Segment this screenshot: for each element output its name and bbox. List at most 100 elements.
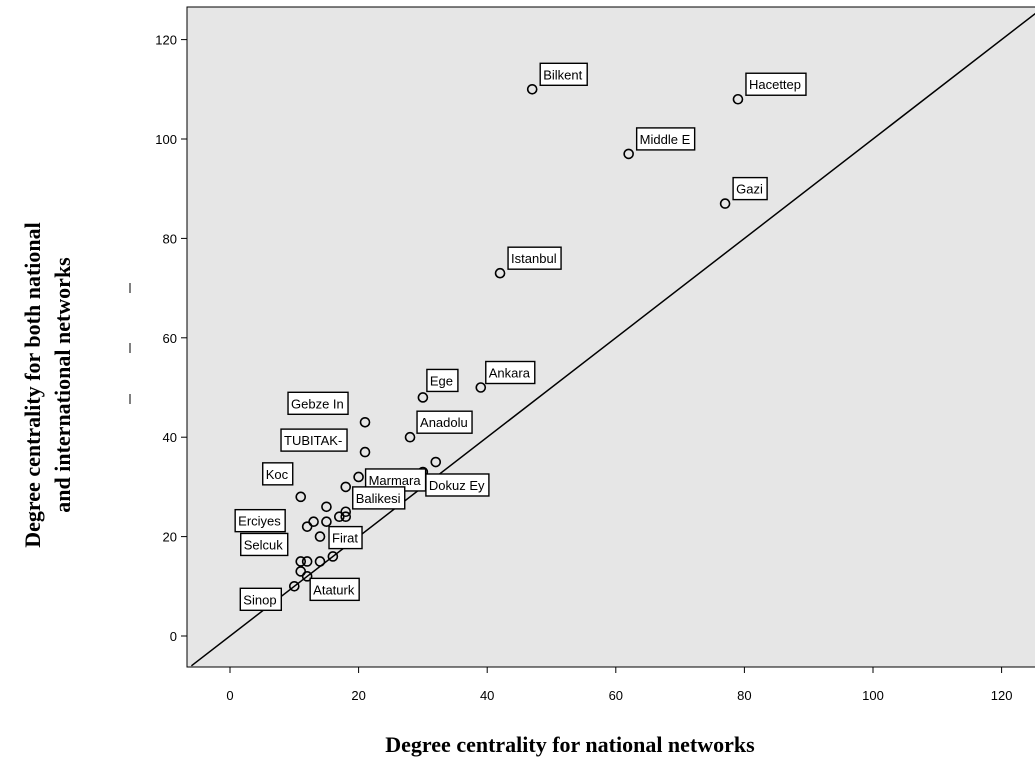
point-label-box [328,525,363,550]
point-label: Dokuz Ey [425,473,490,497]
point-label-text: TUBITAK- [284,433,342,448]
data-point [623,148,634,160]
point-label: Anadolu [416,410,473,434]
point-label-box [262,462,294,486]
point-label-box [635,127,696,151]
point-label-text: Dokuz Ey [429,478,485,493]
point-label-box [507,246,562,270]
y-axis-title-line-2: and international networks [50,257,75,513]
point-label: Ankara [485,360,536,385]
point-label-text: Middle E [640,132,691,147]
data-point [526,84,538,95]
data-point [340,481,352,493]
point-label-box [416,410,473,434]
data-point [301,556,313,567]
data-point [295,491,307,503]
point-label: TUBITAK- [280,428,348,452]
point-label: Erciyes [234,508,286,533]
data-point [359,446,371,458]
x-tick-label: 80 [737,688,751,703]
data-point [301,571,313,582]
data-point [295,556,307,567]
point-label-box [240,532,289,557]
x-axis-title: Degree centrality for national networks [385,732,755,757]
point-label-box [425,473,490,497]
point-label-box [732,176,768,201]
point-label: Gazi [732,176,768,201]
point-label-text: Balikesi [356,491,401,506]
data-point [430,456,442,468]
data-point [334,511,345,523]
point-label-box [352,486,406,510]
point-label-box [485,360,536,385]
point-label: Bilkent [539,62,588,86]
point-label-box [426,368,459,393]
reference-line [190,12,1035,667]
y-tick-label: 20 [163,530,177,545]
point-label-text: Hacettep [749,77,801,92]
data-point [417,392,429,403]
x-tick-label: 60 [609,688,623,703]
x-tick-label: 0 [226,688,233,703]
plot-area [186,6,1035,668]
x-tick-label: 40 [480,688,494,703]
point-label-text: Firat [332,531,358,546]
point-label-text: Ege [430,373,453,388]
point-labels: Bilkent Hacettep Middle E Gazi Istanbul Ankar… [234,62,807,611]
point-label-text: Bilkent [543,67,582,82]
point-label: Marmara [364,468,427,492]
data-point [340,506,352,518]
y-tick-label: 100 [155,132,177,147]
data-point [719,198,731,209]
x-axis: 0 20 40 60 80 100 120 [226,667,1012,703]
point-label: Koc [262,462,294,486]
point-label: Hacettep [745,72,807,96]
data-point [288,580,300,592]
point-label-text: Gazi [736,182,763,197]
y-tick-label: 120 [155,33,177,48]
point-label-text: Ataturk [313,582,355,597]
data-point [314,556,326,567]
point-label: Ege [426,368,459,393]
point-label-box [239,587,283,611]
point-label-text: Istanbul [511,251,557,266]
data-point [327,551,339,562]
point-label: Middle E [635,127,696,151]
data-point [301,521,313,532]
data-point [353,471,364,483]
data-point [732,93,744,105]
point-label-box [287,391,349,415]
y-tick-label: 80 [163,231,177,246]
y-axis: 0 20 40 60 80 100 120 [129,33,187,644]
point-label: Selcuk [240,532,289,557]
point-label: Sinop [239,587,283,611]
data-point [321,501,332,513]
y-tick-label: 40 [163,430,177,445]
point-label: Istanbul [507,246,562,270]
point-label-box [309,577,360,602]
y-tick-label: 0 [170,629,177,644]
x-tick-label: 20 [351,688,365,703]
data-point [321,516,332,527]
data-point [340,511,352,523]
point-label-text: Erciyes [238,514,281,529]
point-label-text: Sinop [243,592,276,607]
point-label: Firat [328,525,363,550]
point-label-text: Marmara [369,473,422,488]
point-label-text: Anadolu [420,415,468,430]
x-tick-label: 120 [991,688,1013,703]
point-label-box [234,508,286,533]
point-label-text: Gebze In [291,396,344,411]
point-label-text: Ankara [489,366,531,381]
y-tick-label: 60 [163,331,177,346]
point-label: Ataturk [309,577,360,602]
point-label-text: Selcuk [244,537,284,552]
data-points [288,84,744,592]
point-label-box [539,62,588,86]
data-point [404,431,416,443]
data-point [295,566,307,577]
y-axis-title-line-1: Degree centrality for both national [20,222,45,547]
point-label-box [745,72,807,96]
data-point [314,531,326,542]
